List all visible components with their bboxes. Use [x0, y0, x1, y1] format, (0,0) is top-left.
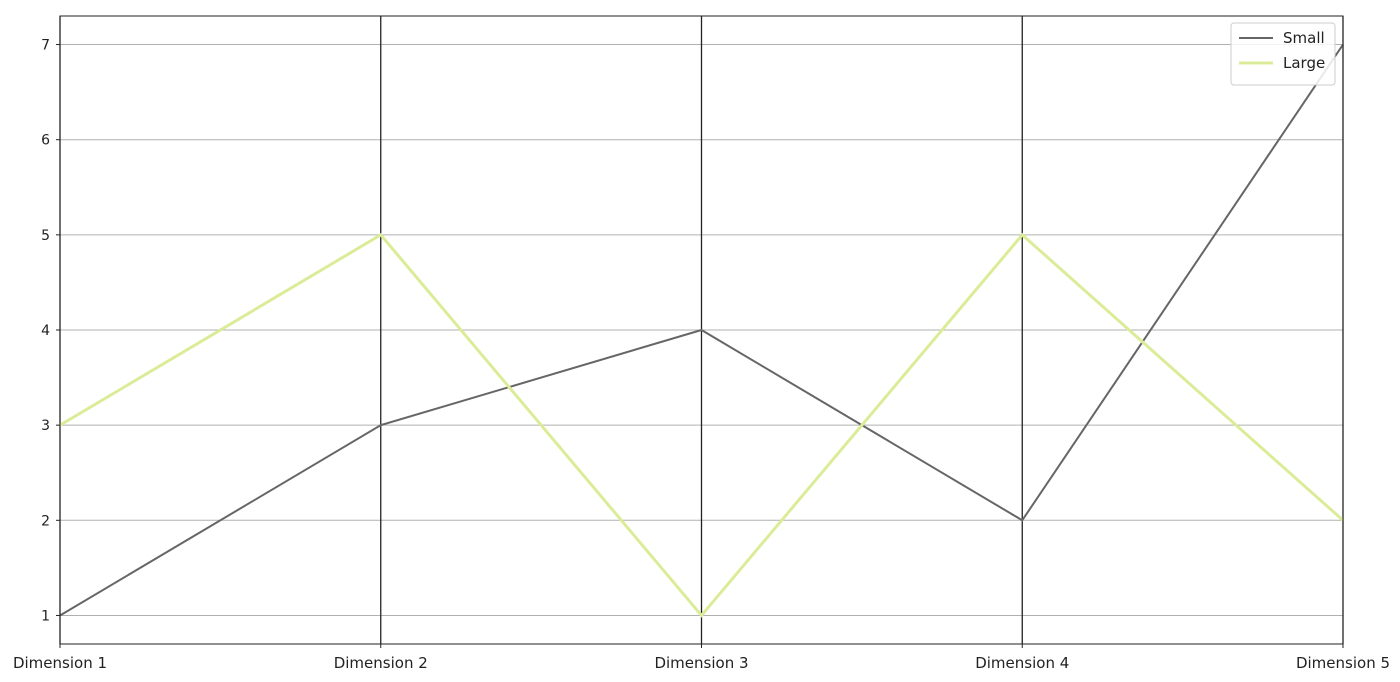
series-line-large — [59, 232, 1344, 618]
x-tick-label: Dimension 3 — [654, 654, 748, 672]
x-tick-label: Dimension 1 — [13, 654, 107, 672]
x-tick-label: Dimension 5 — [1296, 654, 1390, 672]
legend-label: Large — [1283, 54, 1325, 72]
y-tick-label: 4 — [41, 323, 50, 339]
series-line-small — [59, 43, 1344, 617]
y-tick-label: 3 — [41, 418, 50, 434]
y-tick-labels: 1 2 3 4 5 6 7 — [41, 38, 60, 624]
y-tick-label: 6 — [41, 133, 50, 149]
series-lines — [59, 43, 1344, 618]
x-tick-labels: Dimension 1 Dimension 2 Dimension 3 Dimensi… — [13, 644, 1390, 672]
legend: Small Large — [1230, 22, 1336, 86]
y-tick-label: 7 — [41, 38, 50, 54]
legend-label: Small — [1283, 29, 1325, 47]
x-tick-label: Dimension 2 — [334, 654, 428, 672]
y-tick-label: 5 — [41, 228, 50, 244]
y-tick-label: 1 — [41, 608, 50, 624]
x-tick-label: Dimension 4 — [975, 654, 1069, 672]
y-tick-label: 2 — [41, 513, 50, 529]
